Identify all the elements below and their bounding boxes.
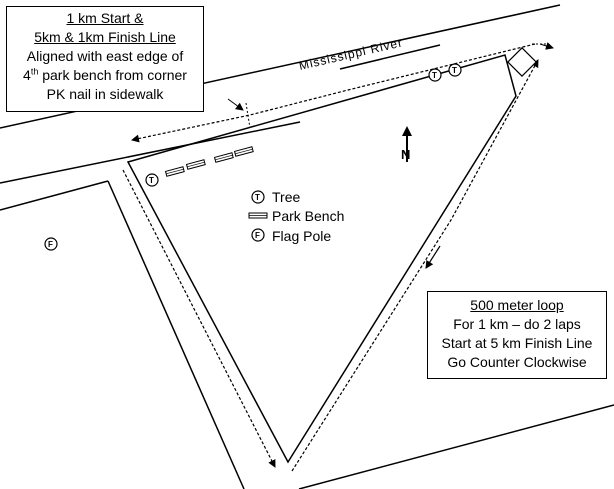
tree-icon: T: [448, 63, 462, 77]
legend-flag-label: Flag Pole: [272, 228, 331, 244]
legend-bench-icon: [248, 212, 268, 219]
route-north-segment: [131, 43, 536, 143]
callout-title-line2: 5km & 1km Finish Line: [34, 29, 176, 45]
callout-line5: PK nail in sidewalk: [46, 86, 164, 102]
park-bench-icon: [213, 152, 234, 163]
north-arrow-head: [402, 126, 412, 136]
legend-bench-label: Park Bench: [272, 208, 344, 224]
callout-leader: [227, 98, 244, 111]
route-direction-arrow-mid: [425, 245, 441, 269]
park-bench-icon: [233, 146, 254, 157]
svg-text:T: T: [432, 71, 437, 80]
west-block-top-edge: [0, 180, 109, 211]
river-label: Mississippi River: [298, 35, 405, 73]
route-east-segment: [291, 59, 539, 472]
svg-text:F: F: [255, 231, 260, 240]
street-north-edge-inner: [0, 121, 301, 184]
loop-callout: 500 meter loop For 1 km – do 2 laps Star…: [427, 291, 607, 379]
svg-text:T: T: [255, 193, 260, 202]
loop-line3: Go Counter Clockwise: [447, 354, 587, 370]
loop-line2: Start at 5 km Finish Line: [441, 335, 593, 351]
street-bottom-edge: [298, 404, 614, 489]
callout-line4: 4th park bench from corner: [23, 66, 187, 83]
corner-arrow: [539, 42, 554, 50]
start-finish-callout: 1 km Start & 5km & 1km Finish Line Align…: [6, 6, 204, 112]
river-underline: [339, 44, 441, 70]
finish-line-marker: [245, 102, 251, 129]
callout-line3: Aligned with east edge of: [26, 48, 184, 64]
tree-icon: T: [428, 68, 442, 82]
north-label: N: [401, 147, 410, 162]
corner-marker-box: [507, 47, 537, 77]
legend-flag-icon: F: [251, 228, 265, 242]
svg-text:F: F: [48, 240, 53, 249]
flag-pole-icon: F: [44, 237, 58, 251]
svg-text:T: T: [452, 66, 457, 75]
callout-title-line1: 1 km Start &: [66, 10, 144, 26]
route-west-segment: [122, 169, 276, 468]
tree-icon: T: [145, 173, 159, 187]
park-bench-icon: [185, 159, 206, 170]
legend: T Tree Park Bench F Flag Pole: [248, 189, 344, 244]
park-triangle: [126, 54, 517, 464]
loop-title: 500 meter loop: [470, 297, 564, 313]
legend-tree-icon: T: [251, 190, 265, 204]
loop-line1: For 1 km – do 2 laps: [453, 316, 581, 332]
west-block-right-edge: [107, 180, 245, 489]
legend-tree-label: Tree: [272, 189, 300, 205]
park-bench-icon: [164, 166, 185, 177]
svg-text:T: T: [149, 176, 154, 185]
